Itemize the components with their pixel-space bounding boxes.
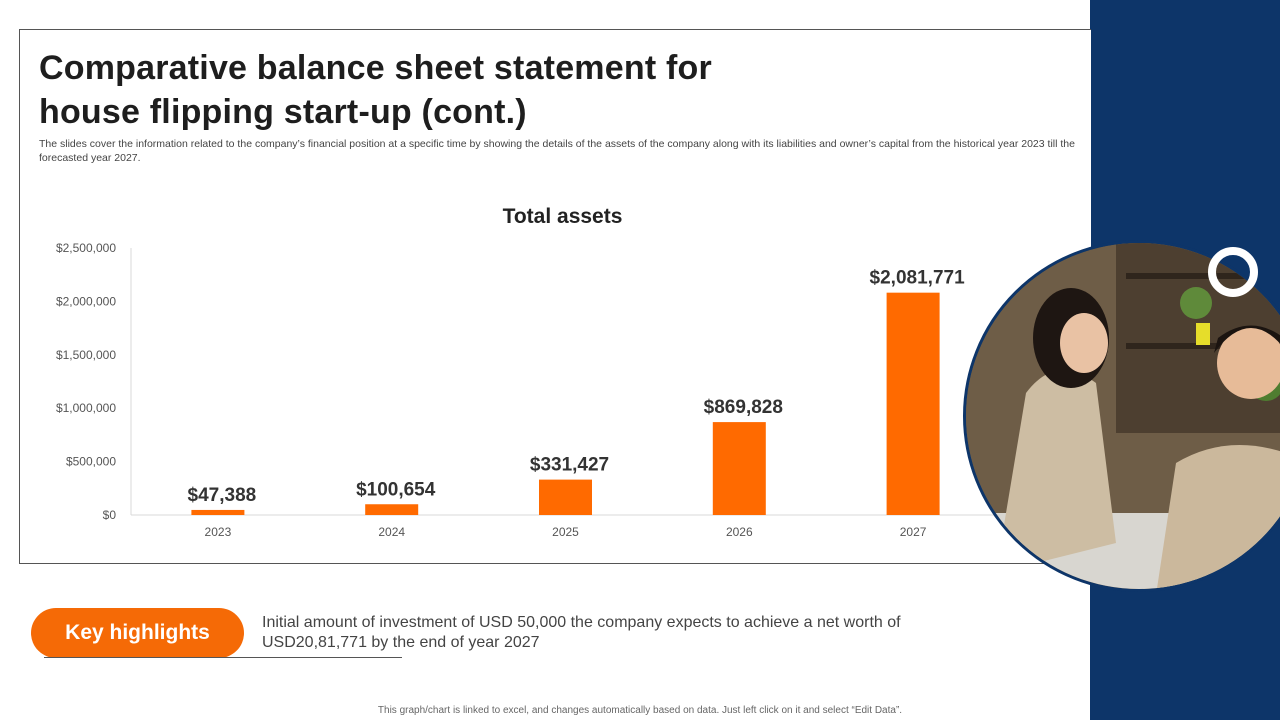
bar-value-label: $100,654 (356, 479, 436, 500)
bar-2027 (886, 292, 940, 515)
bar-value-label: $869,828 (704, 397, 783, 418)
bar-value-label: $47,388 (188, 485, 257, 506)
x-tick-label: 2027 (900, 525, 927, 539)
bar-2023 (191, 509, 245, 515)
key-highlights-badge: Key highlights (31, 608, 244, 658)
bar-2026 (712, 422, 766, 515)
decorative-ring (1208, 247, 1258, 297)
x-tick-label: 2024 (378, 525, 405, 539)
highlights-underline (44, 657, 402, 658)
y-tick-label: $1,000,000 (56, 401, 116, 415)
total-assets-bar-chart[interactable]: Total assets $0 $500,000 $1,000,000 $1,500,0… (30, 190, 1060, 550)
slide-subtitle: The slides cover the information related… (39, 138, 1075, 164)
bar-2024 (365, 504, 419, 515)
bar-value-label: $2,081,771 (870, 268, 966, 289)
x-tick-label: 2025 (552, 525, 579, 539)
y-tick-label: $2,500,000 (56, 241, 116, 255)
footer-note: This graph/chart is linked to excel, and… (377, 705, 903, 716)
bar-value-label: $331,427 (530, 455, 609, 476)
y-tick-label: $2,000,000 (56, 294, 116, 308)
team-photo (963, 240, 1280, 592)
key-highlights-text: Initial amount of investment of USD 50,0… (262, 614, 901, 651)
y-tick-label: $0 (103, 508, 117, 522)
y-tick-label: $500,000 (66, 455, 116, 469)
key-highlights-label: Key highlights (65, 621, 210, 644)
x-tick-label: 2023 (205, 525, 232, 539)
bar-2025 (539, 479, 592, 515)
team-photo-illustration (966, 243, 1280, 589)
y-tick-label: $1,500,000 (56, 348, 116, 362)
x-tick-label: 2026 (726, 525, 753, 539)
slide-title: Comparative balance sheet statement for … (39, 49, 712, 131)
chart-title: Total assets (503, 205, 623, 228)
